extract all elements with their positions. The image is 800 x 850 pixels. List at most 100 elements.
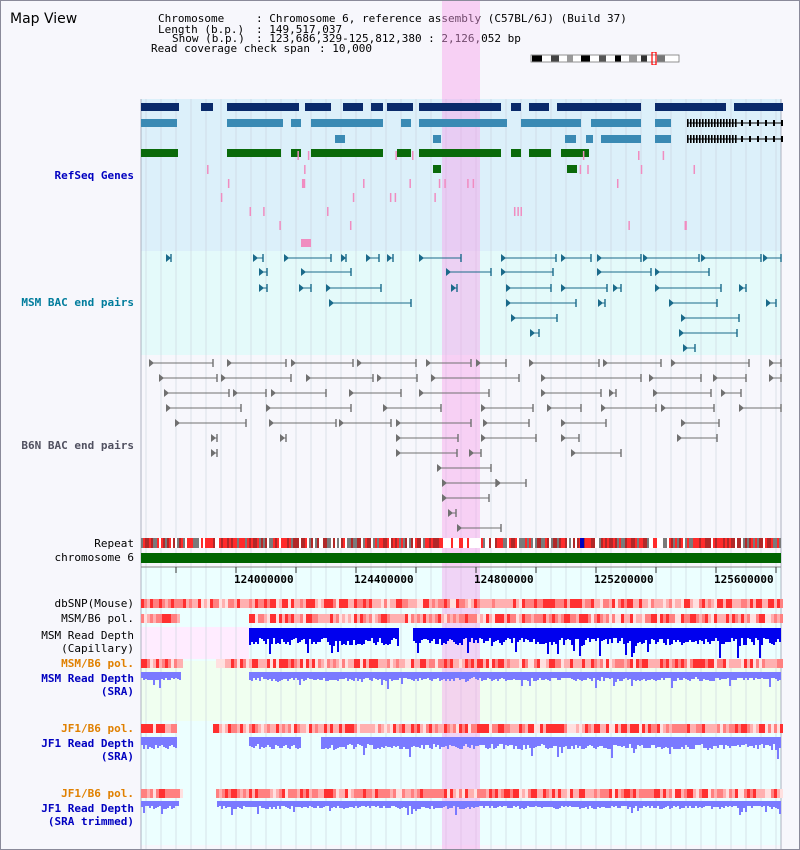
repeat-segment bbox=[285, 538, 287, 548]
polymorphism-cell bbox=[687, 724, 690, 733]
repeat-segment bbox=[389, 538, 391, 548]
read-depth-bar bbox=[727, 672, 729, 678]
read-depth-bar bbox=[179, 672, 181, 680]
polymorphism-cell bbox=[669, 614, 672, 623]
read-depth-bar bbox=[543, 628, 545, 644]
polymorphism-cell bbox=[690, 614, 693, 623]
read-depth-bar bbox=[613, 628, 615, 638]
repeat-segment bbox=[477, 538, 479, 548]
polymorphism-cell bbox=[477, 789, 480, 798]
read-depth-bar bbox=[767, 672, 769, 679]
read-depth-bar bbox=[535, 672, 537, 681]
polymorphism-cell bbox=[720, 724, 723, 733]
polymorphism-cell bbox=[618, 614, 621, 623]
polymorphism-cell bbox=[339, 724, 342, 733]
polymorphism-cell bbox=[669, 724, 672, 733]
polymorphism-cell bbox=[396, 659, 399, 668]
read-depth-bar bbox=[669, 737, 671, 754]
polymorphism-cell bbox=[609, 599, 612, 608]
read-depth-bar bbox=[311, 628, 313, 644]
polymorphism-cell bbox=[540, 659, 543, 668]
polymorphism-cell bbox=[618, 789, 621, 798]
polymorphism-cell bbox=[693, 614, 696, 623]
repeat-segment bbox=[297, 538, 299, 548]
read-depth-bar bbox=[273, 628, 275, 638]
read-depth-bar bbox=[631, 672, 633, 686]
read-depth-bar bbox=[359, 801, 361, 807]
read-depth-bar bbox=[629, 672, 631, 679]
repeat-segment bbox=[323, 538, 325, 548]
repeat-segment bbox=[707, 538, 709, 548]
read-depth-bar bbox=[685, 672, 687, 679]
polymorphism-cell bbox=[165, 599, 168, 608]
polymorphism-cell bbox=[645, 599, 648, 608]
polymorphism-cell bbox=[246, 659, 249, 668]
repeat-segment bbox=[537, 538, 539, 548]
read-depth-bar bbox=[655, 801, 657, 808]
polymorphism-cell bbox=[144, 659, 147, 668]
polymorphism-cell bbox=[471, 789, 474, 798]
polymorphism-cell bbox=[600, 599, 603, 608]
read-depth-bar bbox=[527, 628, 529, 640]
polymorphism-cell bbox=[669, 789, 672, 798]
repeat-segment bbox=[623, 538, 625, 548]
repeat-segment bbox=[411, 538, 413, 548]
polymorphism-cell bbox=[264, 614, 267, 623]
msm-bac-end-pairs-label[interactable]: MSM BAC end pairs bbox=[21, 296, 134, 309]
polymorphism-cell bbox=[168, 659, 171, 668]
read-depth-bar bbox=[361, 801, 363, 806]
polymorphism-cell bbox=[606, 614, 609, 623]
polymorphism-cell bbox=[696, 614, 699, 623]
chromosome-ideogram[interactable] bbox=[529, 52, 683, 65]
polymorphism-cell bbox=[777, 614, 780, 623]
polymorphism-cell bbox=[351, 789, 354, 798]
repeat-segment bbox=[611, 538, 613, 548]
read-depth-bar bbox=[507, 801, 509, 808]
polymorphism-cell bbox=[252, 724, 255, 733]
read-depth-bar bbox=[539, 672, 541, 678]
selected-region-highlight[interactable] bbox=[442, 1, 480, 849]
read-depth-bar bbox=[661, 801, 663, 809]
gene-strand-arrow bbox=[567, 165, 572, 173]
read-depth-bar bbox=[353, 801, 355, 808]
read-depth-bar bbox=[501, 737, 503, 744]
b6n-bac-end-pairs-label[interactable]: B6N BAC end pairs bbox=[21, 439, 134, 452]
polymorphism-cell bbox=[465, 659, 468, 668]
read-depth-bar bbox=[345, 628, 347, 645]
polymorphism-cell bbox=[513, 789, 516, 798]
repeat-segment bbox=[679, 538, 681, 548]
polymorphism-cell bbox=[384, 599, 387, 608]
read-depth-bar bbox=[533, 801, 535, 807]
repeat-segment bbox=[197, 538, 199, 548]
read-depth-bar bbox=[509, 628, 511, 639]
b6n-bac-pair-end bbox=[396, 434, 401, 442]
read-depth-bar bbox=[353, 672, 355, 681]
repeat-segment bbox=[761, 538, 763, 548]
polymorphism-cell bbox=[384, 659, 387, 668]
read-depth-bar bbox=[171, 737, 173, 745]
repeat-segment bbox=[187, 538, 189, 548]
polymorphism-cell bbox=[432, 724, 435, 733]
read-depth-bar bbox=[687, 628, 689, 642]
refseq-genes-label[interactable]: RefSeq Genes bbox=[54, 169, 134, 182]
read-depth-bar bbox=[517, 628, 519, 642]
polymorphism-cell bbox=[480, 724, 483, 733]
read-depth-bar bbox=[657, 672, 659, 680]
read-depth-bar bbox=[357, 801, 359, 808]
read-depth-bar bbox=[583, 737, 585, 749]
read-depth-bar bbox=[629, 737, 631, 744]
pink-gene-tick bbox=[640, 165, 643, 174]
repeat-segment bbox=[739, 538, 741, 548]
polymorphism-cell bbox=[546, 789, 549, 798]
repeat-segment bbox=[223, 538, 225, 548]
polymorphism-cell bbox=[240, 724, 243, 733]
read-depth-bar bbox=[679, 628, 681, 642]
polymorphism-cell bbox=[327, 599, 330, 608]
b6n-bac-pair-end bbox=[419, 389, 424, 397]
polymorphism-cell bbox=[462, 724, 465, 733]
polymorphism-cell bbox=[531, 659, 534, 668]
polymorphism-cell bbox=[636, 614, 639, 623]
repeat-segment bbox=[509, 538, 511, 548]
repeat-segment bbox=[241, 538, 243, 548]
